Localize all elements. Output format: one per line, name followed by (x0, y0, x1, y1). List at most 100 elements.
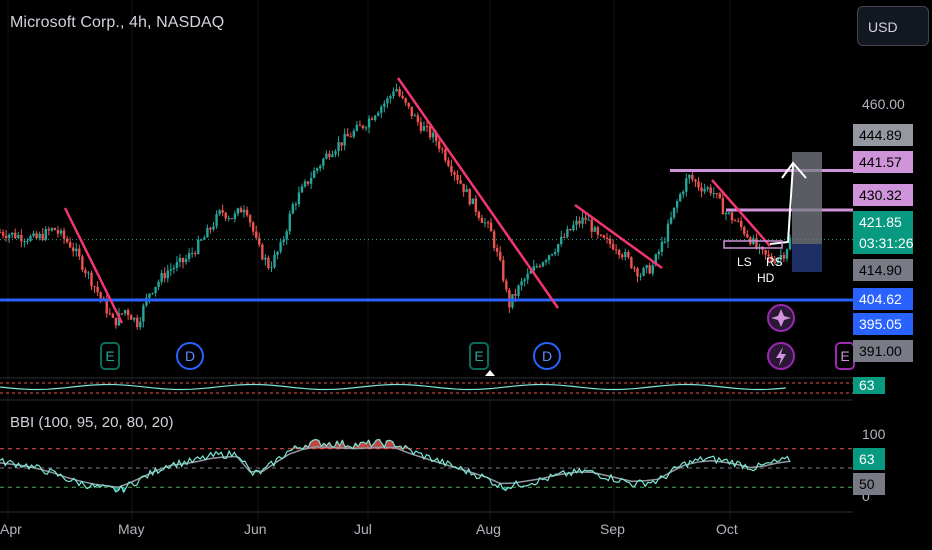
candle-body (41, 233, 44, 240)
overbought-fill (359, 442, 363, 449)
candle-body (770, 256, 773, 262)
candle-body (139, 321, 142, 328)
candle-body (258, 237, 261, 245)
oversold-fill (114, 487, 118, 492)
candle-body (81, 256, 84, 270)
candle-body (154, 286, 157, 293)
candle-body (367, 118, 371, 128)
candle-body (428, 126, 432, 138)
candle-body (660, 241, 664, 252)
candle-body (343, 133, 346, 146)
candle-body (99, 292, 102, 299)
currency-button[interactable]: USD (857, 6, 929, 46)
candle-body (773, 261, 776, 264)
candle-body (419, 122, 423, 131)
candle-body (569, 228, 572, 231)
candle-body (312, 170, 316, 178)
candle-body (730, 212, 734, 221)
candle-body (340, 142, 343, 146)
neckline-box (723, 240, 783, 249)
oversold-fill (122, 487, 126, 492)
candle-body (44, 229, 47, 240)
candle-body (294, 204, 298, 206)
candle-body (447, 160, 450, 166)
candle-body (599, 234, 603, 236)
candle-body (276, 251, 279, 255)
candle-body (380, 106, 383, 113)
candle-body (230, 218, 234, 220)
candle-body (209, 227, 212, 230)
candle-body (697, 181, 700, 188)
candle-body (87, 272, 90, 274)
overbought-fill (303, 445, 307, 449)
candle-body (401, 95, 404, 99)
candle-body (273, 254, 276, 268)
candle-body (413, 115, 417, 117)
candle-body (572, 224, 575, 231)
candle-body (142, 305, 145, 322)
candle-body (334, 151, 337, 155)
candle-body (17, 235, 20, 239)
candle-body (755, 238, 758, 249)
chart-grid (7, 0, 731, 520)
candle-body (337, 142, 340, 152)
candle-body (282, 239, 285, 243)
candle-body (126, 310, 130, 316)
candle-body (221, 210, 224, 213)
candle-body (523, 279, 526, 282)
candle-body (373, 115, 377, 120)
trendline (711, 179, 771, 247)
candle-body (602, 235, 606, 238)
candle-body (151, 292, 154, 294)
candle-body (1, 232, 5, 236)
candle-body (123, 310, 127, 314)
candle-body (197, 239, 200, 254)
bbi-indicator (0, 438, 853, 513)
candle-body (297, 192, 301, 205)
candle-body (431, 132, 435, 138)
candle-body (505, 280, 508, 290)
bbi-line (0, 438, 791, 494)
candle-body (392, 91, 395, 97)
candle-body (718, 193, 722, 199)
price-label: 391.00 (853, 340, 913, 362)
candle-body (364, 127, 368, 129)
candle-body (26, 240, 29, 242)
projection-arrowhead (781, 161, 807, 179)
candle-body (688, 174, 691, 179)
candle-body (471, 198, 474, 205)
candle-body (133, 317, 136, 320)
candle-body (163, 273, 166, 279)
candle-body (114, 317, 118, 326)
candle-body (224, 212, 227, 219)
candle-body (35, 233, 38, 239)
candle-body (489, 222, 493, 232)
price-label: 404.62 (853, 288, 913, 310)
candle-body (556, 244, 560, 253)
candle-body (706, 187, 709, 189)
candle-body (575, 220, 578, 225)
overbought-fill (375, 440, 379, 449)
candle-body (685, 178, 688, 192)
candle-body (700, 187, 703, 192)
candle-body (160, 273, 163, 282)
candle-body (255, 231, 258, 238)
candle-body (788, 237, 792, 250)
drawing-tools: LS RS HD (0, 77, 853, 324)
overbought-fill (388, 440, 392, 449)
candle-body (633, 267, 636, 269)
price-label: 414.90 (853, 259, 913, 281)
overbought-fill (361, 442, 365, 449)
candle-body (96, 286, 99, 293)
candle-body (532, 266, 535, 271)
price-label: 444.89 (853, 124, 913, 146)
candle-body (20, 235, 23, 242)
candle-body (242, 209, 246, 213)
candle-body (514, 294, 517, 296)
trendline (396, 77, 560, 309)
candle-body (248, 215, 252, 223)
overbought-fill (367, 440, 371, 449)
candle-body (459, 180, 462, 184)
price-label: 430.32 (853, 184, 913, 206)
